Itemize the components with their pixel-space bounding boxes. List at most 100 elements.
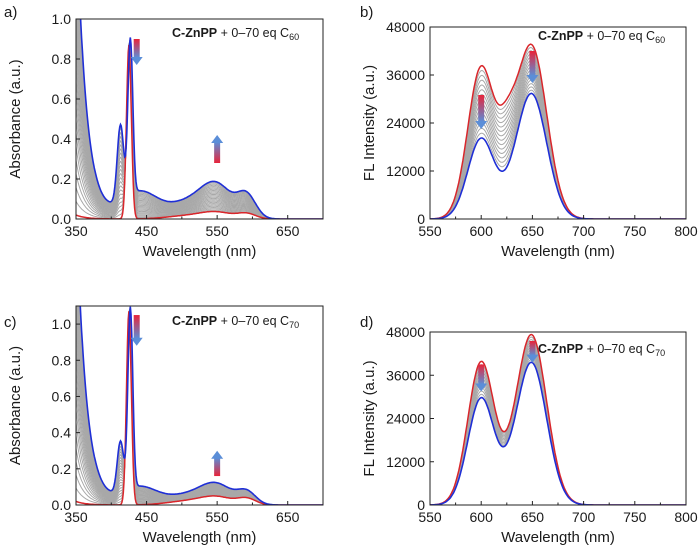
annotation-compound: C-ZnPP: [172, 314, 217, 328]
annotation-subscript: 60: [289, 32, 299, 42]
y-tick-label: 0.6: [52, 91, 72, 107]
series-intermediate-6: [430, 63, 686, 219]
series-intermediate-7: [76, 310, 323, 505]
series-intermediate-18: [77, 306, 323, 505]
y-axis-label: Absorbance (a.u.): [7, 59, 24, 178]
arrow-down-icon: [475, 364, 488, 392]
panel-b: b) 550 600 650 700 750 800 0 12000 24000 36000 4800…: [360, 4, 698, 260]
series-intermediate-5: [76, 310, 323, 505]
x-tick-label: 650: [521, 509, 545, 525]
x-tick-label: 350: [64, 509, 88, 525]
series-start: [76, 311, 323, 505]
plot-frame: [75, 18, 324, 220]
x-tick-label: 700: [572, 509, 596, 525]
y-axis-label: FL Intensity (a.u.): [361, 360, 378, 476]
annotation-compound: C-ZnPP: [172, 26, 217, 40]
arrow-down-icon: [526, 51, 539, 83]
y-tick-label: 48000: [386, 19, 425, 35]
y-tick-label: 1.0: [52, 316, 72, 332]
y-tick-label: 0: [417, 211, 425, 227]
y-tick-label: 0.4: [52, 131, 72, 147]
panel-a: a) 350 450 550 650 0.0 0.2 0.4 0.6 0.8 1.0 Waveleng…: [4, 4, 324, 260]
x-tick-label: 750: [623, 509, 647, 525]
series-intermediate-3: [76, 311, 323, 505]
x-axis-label: Wavelength (nm): [143, 529, 257, 546]
x-tick-label: 700: [572, 223, 596, 239]
series-intermediate-8: [430, 354, 686, 505]
annotation-compound: C-ZnPP: [538, 342, 583, 356]
annotation-titrant: + 0–70 eq C: [583, 29, 655, 43]
y-tick-label: 0.8: [52, 51, 72, 67]
arrow-up-icon: [211, 450, 224, 477]
series-end: [430, 92, 686, 219]
x-tick-label: 450: [135, 509, 159, 525]
annotation-subscript: 70: [655, 348, 665, 358]
x-tick-label: 800: [674, 223, 698, 239]
arrow-down-icon: [475, 95, 488, 129]
annotation: C-ZnPP + 0–70 eq C70: [172, 314, 299, 330]
series-start: [430, 333, 686, 505]
series-intermediate-6: [76, 311, 323, 505]
y-tick-label: 24000: [386, 411, 425, 427]
x-tick-label: 750: [623, 223, 647, 239]
x-tick-label: 550: [205, 223, 229, 239]
series-intermediate-7: [430, 66, 686, 219]
series-intermediate-5: [76, 42, 323, 219]
panel-d: d) 550 600 650 700 750 800 0 12000 24000 36000 4800…: [360, 314, 698, 546]
series-intermediate-19: [77, 306, 323, 505]
y-tick-label: 24000: [386, 115, 425, 131]
annotation-subscript: 70: [289, 320, 299, 330]
series-intermediate-9: [76, 309, 323, 505]
series-intermediate-1: [76, 311, 323, 505]
annotation: C-ZnPP + 0–70 eq C60: [538, 29, 665, 45]
x-tick-label: 800: [674, 509, 698, 525]
series-intermediate-3: [76, 44, 323, 219]
series-intermediate-10: [76, 309, 323, 505]
series-start: [430, 43, 686, 219]
series-end: [79, 306, 323, 505]
series-intermediate-13: [76, 308, 323, 505]
y-tick-label: 12000: [386, 163, 425, 179]
x-tick-label: 650: [276, 509, 300, 525]
x-tick-label: 600: [470, 223, 494, 239]
plot-area: [430, 43, 686, 219]
series-intermediate-11: [76, 309, 323, 505]
annotation-compound: C-ZnPP: [538, 29, 583, 43]
y-tick-label: 48000: [386, 324, 425, 340]
series-intermediate-2: [76, 44, 323, 219]
annotation: C-ZnPP + 0–70 eq C70: [538, 342, 665, 358]
x-axis-label: Wavelength (nm): [501, 243, 615, 260]
arrow-up-icon: [211, 135, 224, 163]
plot-area: [76, 19, 323, 219]
panel-c: c) 350 450 550 650 0.0 0.2 0.4 0.6 0.8 1.0 Waveleng…: [4, 305, 324, 546]
panel-label: a): [4, 4, 17, 21]
panel-label: b): [360, 4, 373, 21]
series-intermediate-20: [78, 306, 323, 505]
panel-label: d): [360, 314, 373, 331]
arrow-down-icon: [130, 315, 143, 346]
y-tick-label: 0.0: [52, 211, 72, 227]
y-tick-label: 36000: [386, 367, 425, 383]
series-intermediate-15: [76, 306, 323, 505]
x-tick-label: 600: [470, 509, 494, 525]
plot-area: [430, 333, 686, 505]
series-intermediate-2: [76, 311, 323, 505]
y-axis-label: Absorbance (a.u.): [7, 346, 24, 465]
y-tick-label: 36000: [386, 67, 425, 83]
series-end: [79, 19, 323, 219]
x-axis-label: Wavelength (nm): [143, 243, 257, 260]
y-axis-label: FL Intensity (a.u.): [361, 65, 378, 181]
x-tick-label: 650: [276, 223, 300, 239]
series-intermediate-14: [76, 308, 323, 505]
annotation: C-ZnPP + 0–70 eq C60: [172, 26, 299, 42]
series-intermediate-12: [76, 308, 323, 505]
y-tick-label: 0.2: [52, 171, 72, 187]
annotation-subscript: 60: [655, 35, 665, 45]
annotation-titrant: + 0–70 eq C: [217, 314, 289, 328]
x-tick-label: 550: [418, 223, 442, 239]
y-tick-label: 0: [417, 497, 425, 513]
panel-label: c): [4, 314, 17, 331]
x-tick-label: 550: [418, 509, 442, 525]
plot-frame: [75, 305, 324, 506]
